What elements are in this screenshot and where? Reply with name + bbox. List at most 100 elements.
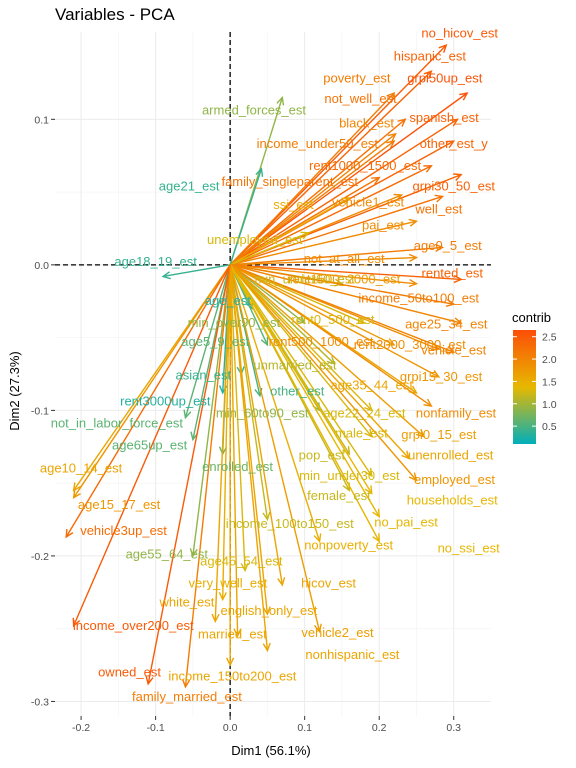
label-female_est: female_est [307, 488, 371, 503]
x-tick-label: -0.2 [72, 722, 90, 734]
arrowhead-income_over200_est [72, 617, 81, 628]
label-vehicle_est: vehicle_est [421, 343, 486, 358]
arrowhead-no_ssi_est [372, 533, 380, 543]
chart-title: Variables - PCA [55, 5, 175, 24]
label-age22_24_est: age22_24_est [323, 405, 406, 420]
arrowhead-unenrolled_est [401, 450, 411, 460]
arrow-nonhispanic_est [229, 264, 269, 651]
arrow-no_ssi_est [229, 264, 380, 542]
arrow-income_under50_est [229, 140, 395, 266]
label-income_150to200_est: income_150to200_est [168, 669, 296, 684]
label-very_well_est: very_well_est [189, 576, 268, 591]
arrowhead-poverty_est [386, 91, 396, 101]
arrowhead-age18_19_est [161, 271, 171, 280]
arrow-age25_34_est [229, 264, 462, 324]
arrowhead-rent1500_2000_est [386, 338, 396, 346]
label-hispanic_est: hispanic_est [394, 49, 467, 64]
label-unemployed_est: unemployed_est [207, 232, 303, 247]
arrow-hispanic_est [229, 70, 432, 266]
arrow-not_at_all_est [230, 256, 417, 266]
y-tick-label: 0.1 [34, 114, 49, 126]
arrow-black_est [229, 133, 397, 266]
y-tick-label: 0.0 [34, 260, 49, 272]
label-age45_54_est: age45_54_est [200, 554, 283, 569]
arrow-unmarried_est [229, 264, 335, 365]
arrowhead-hispanic_est [423, 70, 433, 80]
label-english_only_est: english_only_est [220, 603, 317, 618]
y-tick-label: -0.3 [31, 696, 49, 708]
label-unmarried_est: unmarried_est [253, 357, 336, 372]
label-other_est_y: other_est_y [420, 136, 488, 151]
arrow-age21_est [229, 168, 263, 266]
y-tick-label: -0.2 [31, 551, 49, 563]
arrowhead-nonpoverty_est [313, 533, 322, 543]
label-not_in_labor_force_est: not_in_labor_force_est [51, 415, 184, 430]
legend-colorbar [513, 330, 536, 444]
arrow-grpi50up_est [229, 92, 468, 266]
label-grpi30_50_est: grpi30_50_est [413, 178, 496, 193]
arrowhead-income_100to150_est [262, 511, 271, 522]
variable-arrows [65, 43, 469, 689]
label-poverty_est: poverty_est [323, 71, 391, 86]
label-no_pai_est: no_pai_est [374, 514, 438, 529]
arrowhead-age22_24_est [363, 402, 373, 412]
x-tick-label: 0.2 [372, 722, 387, 734]
arrowhead-vehicle1_est [393, 193, 404, 202]
label-vehicle2_est: vehicle2_est [301, 625, 374, 640]
label-employed_est: employed_est [414, 472, 495, 487]
arrowhead-nonfamily_est [423, 398, 433, 407]
arrowhead-age45_54_est [240, 562, 249, 573]
arrowhead-age10_14_est [72, 482, 81, 492]
label-min_under60_est: min_under60_est [254, 271, 355, 286]
label-nonhispanic_est: nonhispanic_est [305, 647, 399, 662]
arrowhead-grpi15_30_est [430, 370, 441, 378]
arrowhead-min_over90_est [296, 315, 306, 325]
label-nonfamily_est: nonfamily_est [416, 405, 497, 420]
x-tick-label: -0.1 [147, 722, 165, 734]
arrow-age45_54_est [229, 264, 246, 571]
label-other_est: other_est [270, 383, 325, 398]
label-age_est: age_est [205, 293, 252, 308]
label-owned_est: owned_est [98, 664, 161, 679]
arrowhead-spanish_est [449, 118, 459, 127]
arrow-households_est [229, 264, 373, 494]
label-min_under30_est: min_under30_est [299, 468, 400, 483]
arrowhead-hicov_est [277, 577, 286, 587]
arrow-very_well_est [221, 264, 231, 600]
arrowhead-employed_est [408, 472, 418, 482]
arrow-age22_24_est [229, 264, 373, 411]
arrow-poverty_est [229, 92, 395, 266]
label-pop_est: pop_est [299, 447, 346, 462]
arrowhead-rent500_1000_est [408, 278, 419, 288]
arrowhead-male_est [364, 428, 373, 438]
legend-tick-label: 2.5 [542, 332, 557, 344]
arrowhead-age21_est [255, 167, 264, 177]
arrow-age5_9_est [229, 264, 269, 346]
arrowhead-income_under50_est [386, 140, 396, 149]
arrow-vehicle2_est [229, 264, 321, 632]
label-white_est: white_est [158, 594, 214, 609]
label-age65up_est: age65up_est [112, 437, 188, 452]
arrow-nonpoverty_est [229, 264, 321, 542]
label-age35_44_est: age35_44_est [331, 378, 414, 393]
label-rent0_500_est: rent0_500_est [291, 312, 375, 327]
arrow-ssi_est [229, 197, 350, 266]
arrow-income_50to100_est [230, 264, 454, 305]
arrow-family_married_est [184, 264, 231, 687]
label-enrolled_est: enrolled_est [202, 459, 273, 474]
label-age21_est: age21_est [159, 178, 220, 193]
arrow-unemployed_est [229, 232, 309, 266]
arrowhead-white_est [211, 613, 220, 624]
legend-tick-label: 1.5 [542, 376, 557, 388]
arrowhead-age55_64_est [189, 548, 198, 558]
arrowhead-grpi0_15_est [416, 428, 426, 438]
arrow-age0_5_est [230, 246, 443, 266]
arrow-no_pai_est [229, 264, 380, 517]
arrowhead-unmarried_est [326, 356, 336, 365]
label-unenrolled_est: unenrolled_est [408, 447, 494, 462]
label-nonpoverty_est: nonpoverty_est [304, 538, 393, 553]
label-income_50to100_est: income_50to100_est [358, 290, 479, 305]
arrowhead-age25_34_est [453, 317, 463, 326]
legend-tick-label: 2.0 [542, 354, 557, 366]
